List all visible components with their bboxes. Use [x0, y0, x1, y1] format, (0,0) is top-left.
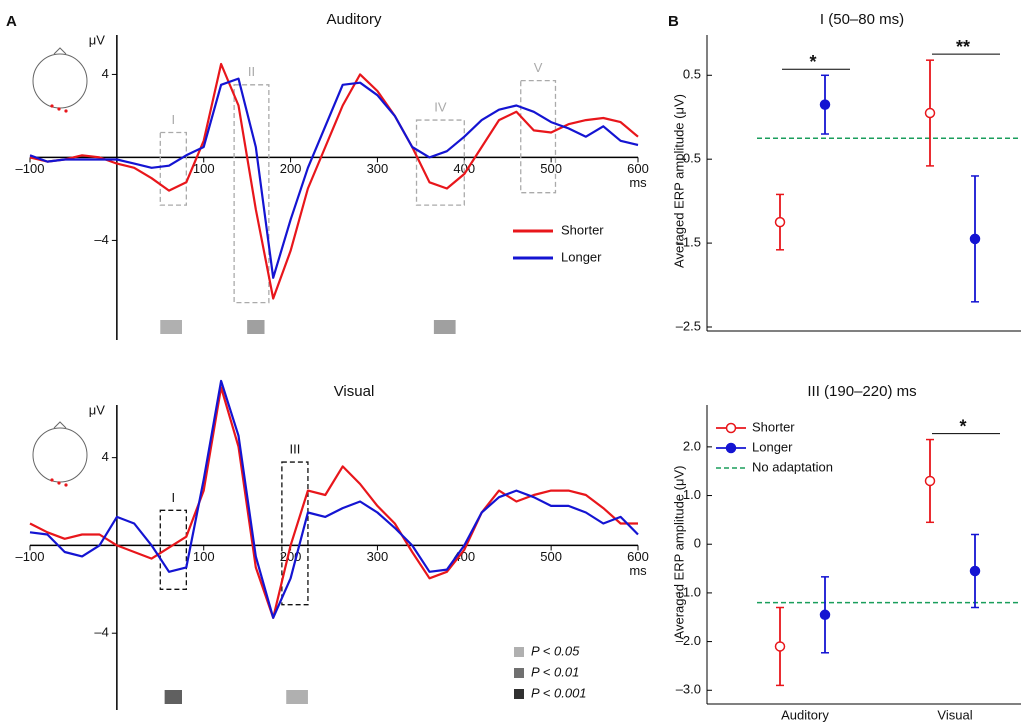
x-tick-label: –100 — [16, 549, 45, 564]
chart-title: Visual — [334, 383, 375, 400]
y-axis-label: Averaged ERP amplitude (μV) — [671, 94, 686, 268]
legend-marker — [725, 422, 737, 434]
significance-label: ** — [956, 37, 970, 57]
p-legend-label: P < 0.05 — [531, 643, 580, 658]
y-tick-label: –1.0 — [676, 584, 701, 599]
time-window — [159, 131, 187, 206]
x-tick-label: 600 — [627, 161, 649, 176]
y-tick-label: 2.0 — [683, 438, 701, 453]
y-tick-label: 4 — [102, 66, 109, 81]
y-tick-label: –3.0 — [676, 682, 701, 697]
x-tick-label: 500 — [540, 161, 562, 176]
marker — [819, 609, 831, 621]
p-legend-swatch — [514, 689, 524, 699]
significance-label: * — [809, 52, 816, 72]
y-tick-label: –0.5 — [676, 151, 701, 166]
p-legend-swatch — [514, 647, 524, 657]
y-tick-label: 0.5 — [683, 67, 701, 82]
y-axis-label: Averaged ERP amplitude (μV) — [671, 466, 686, 640]
window-label: IV — [434, 100, 447, 115]
y-tick-label: –1.5 — [676, 235, 701, 250]
panel-label: B — [668, 13, 679, 30]
panel-label: A — [6, 13, 17, 30]
marker — [969, 565, 981, 577]
data-line — [29, 77, 639, 279]
x-tick-label: Visual — [937, 707, 972, 722]
x-tick-label: 600 — [627, 549, 649, 564]
y-unit: μV — [89, 32, 105, 47]
data-line — [29, 386, 638, 619]
legend-label: Shorter — [752, 419, 795, 434]
y-tick-label: 1.0 — [683, 487, 701, 502]
y-tick-label: –4 — [94, 625, 108, 640]
legend-label: Longer — [752, 439, 793, 454]
x-unit: ms — [629, 563, 647, 578]
time-window — [159, 509, 187, 590]
time-window — [281, 461, 309, 606]
marker — [969, 233, 981, 245]
x-tick-label: 500 — [540, 549, 562, 564]
p-legend-label: P < 0.01 — [531, 664, 579, 679]
window-label: I — [172, 490, 176, 505]
y-tick-label: –4 — [94, 232, 108, 247]
time-window — [520, 79, 557, 194]
head-icon — [32, 47, 88, 113]
x-tick-label: 300 — [367, 549, 389, 564]
legend-label: No adaptation — [752, 459, 833, 474]
legend-marker — [725, 442, 737, 454]
marker — [924, 107, 936, 119]
legend-label: Shorter — [561, 222, 604, 237]
y-unit: μV — [89, 402, 105, 417]
time-window — [415, 119, 465, 206]
window-label: V — [534, 60, 543, 75]
x-tick-label: 100 — [193, 161, 215, 176]
marker — [774, 641, 786, 652]
significance-bar — [247, 320, 265, 334]
x-tick-label: 200 — [280, 161, 302, 176]
significance-bar — [433, 320, 456, 334]
x-unit: ms — [629, 175, 647, 190]
x-tick-label: 300 — [367, 161, 389, 176]
head-icon — [32, 421, 88, 487]
marker — [819, 99, 831, 110]
chart-title: Auditory — [326, 11, 382, 28]
legend-label: Longer — [561, 249, 602, 264]
marker — [774, 216, 786, 228]
significance-bar — [164, 690, 182, 704]
significance-label: * — [959, 416, 966, 436]
p-legend-label: P < 0.001 — [531, 685, 587, 700]
y-tick-label: –2.5 — [676, 318, 701, 333]
window-label: I — [172, 112, 176, 127]
x-tick-label: Auditory — [781, 707, 829, 722]
window-label: II — [248, 64, 255, 79]
chart-title: III (190–220) ms — [807, 383, 916, 400]
significance-bar — [286, 690, 308, 704]
data-line — [29, 62, 639, 300]
marker — [924, 475, 936, 487]
time-window — [233, 84, 270, 304]
x-tick-label: –100 — [16, 161, 45, 176]
data-line — [29, 379, 639, 619]
chart-title: I (50–80 ms) — [820, 11, 904, 28]
y-tick-label: 4 — [102, 449, 109, 464]
y-tick-label: 0 — [694, 536, 701, 551]
x-tick-label: 100 — [193, 549, 215, 564]
p-legend-swatch — [514, 668, 524, 678]
significance-bar — [160, 320, 182, 334]
window-label: III — [289, 441, 300, 456]
y-tick-label: –2.0 — [676, 633, 701, 648]
